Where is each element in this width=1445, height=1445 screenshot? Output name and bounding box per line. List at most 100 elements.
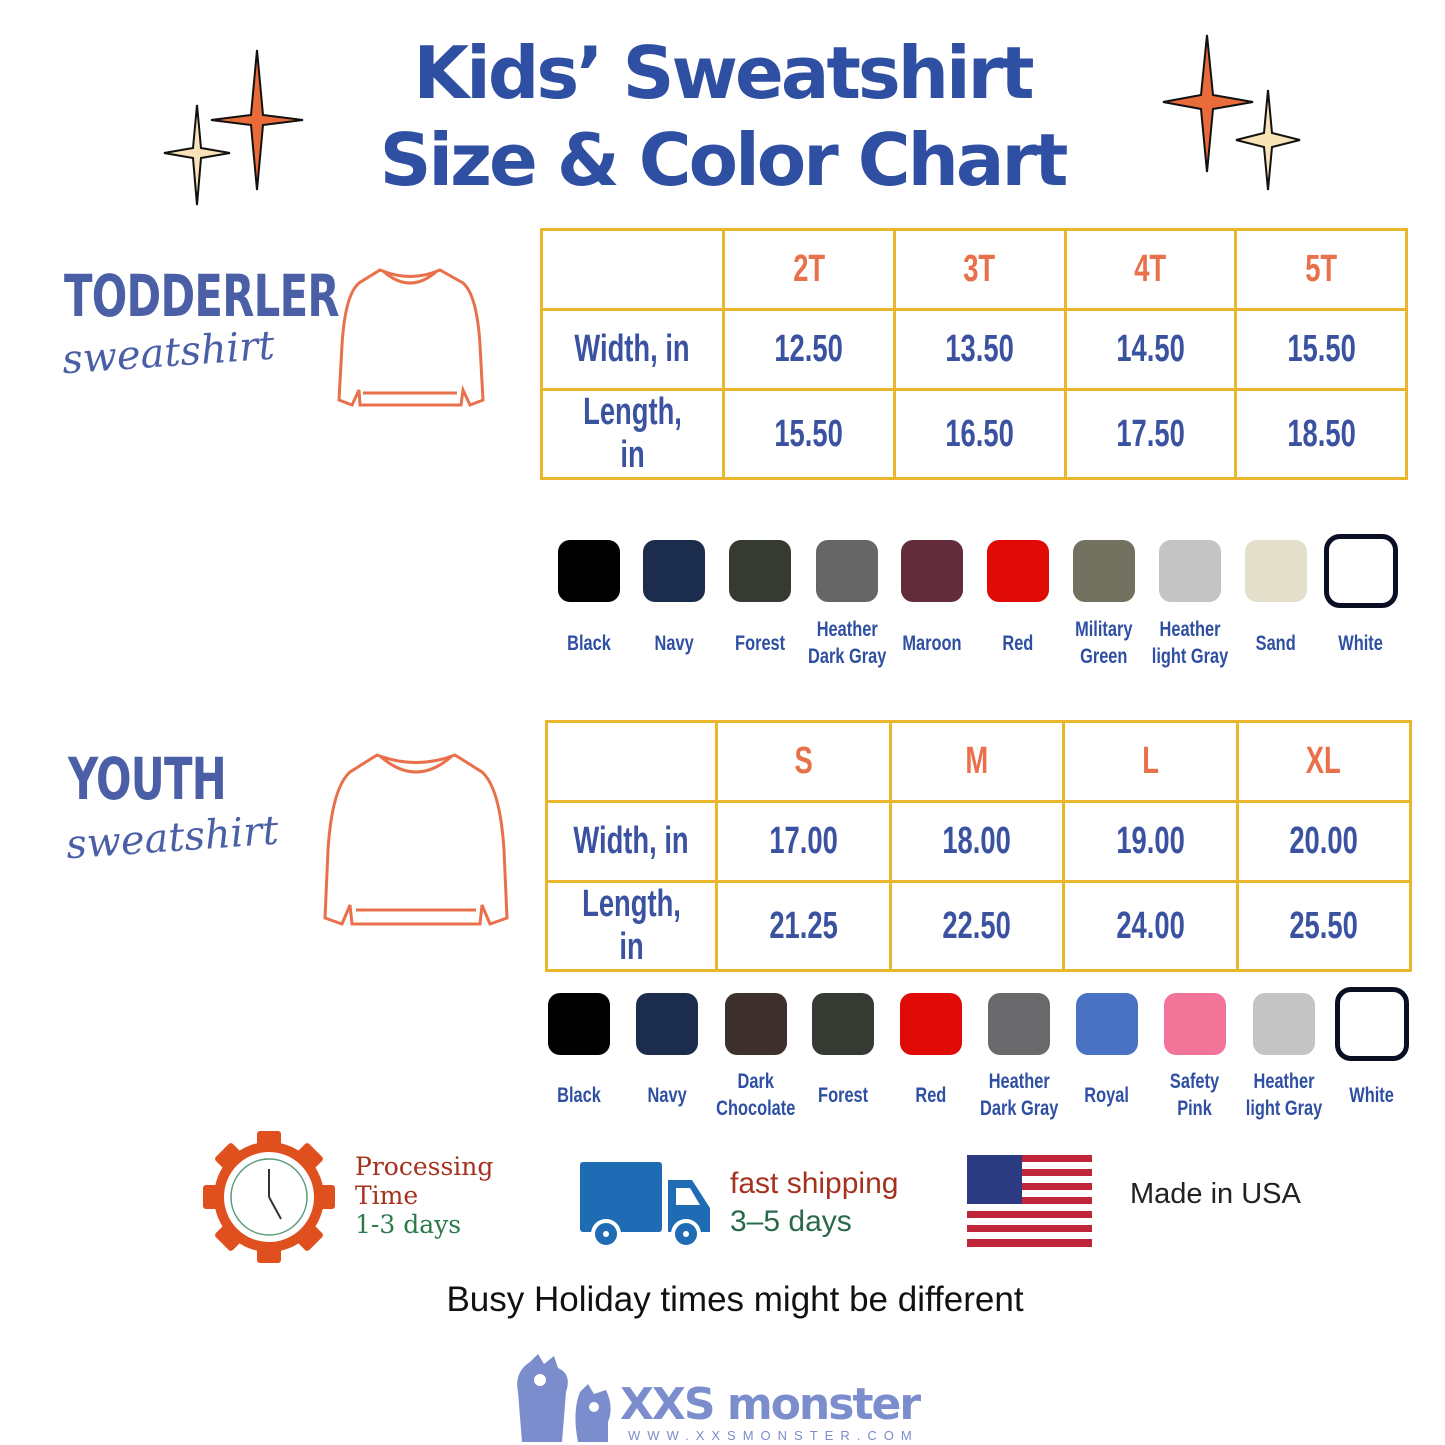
cell-text: 18.00: [942, 820, 1011, 862]
logo-url: WWW.XXSMONSTER.COM: [628, 1428, 919, 1443]
cell-text: 21.25: [769, 904, 838, 947]
color-swatch-label: Heather light Gray: [1151, 618, 1229, 668]
color-swatch-label: Red: [1002, 631, 1034, 655]
color-swatch-label: Red: [915, 1083, 947, 1107]
color-swatch-label: Dark Chocolate: [716, 1070, 796, 1120]
cell: 15.50: [1234, 308, 1408, 391]
header-cell: 4T: [1063, 228, 1238, 311]
color-swatch: [1253, 993, 1315, 1055]
cell: 18.00: [888, 800, 1065, 883]
color-swatch-label: Royal: [1084, 1083, 1130, 1107]
color-swatch: [901, 540, 963, 602]
toddler-subtitle: sweatshirt: [60, 322, 276, 384]
header-cell: S: [715, 720, 892, 803]
row-label: Width, in: [540, 308, 725, 391]
monster-logo-icon: [517, 1354, 611, 1442]
cell-text: 5T: [1305, 248, 1338, 290]
processing-days: 1-3 days: [355, 1210, 462, 1239]
shipping-days: 3–5 days: [730, 1205, 852, 1238]
cell: 16.50: [892, 388, 1067, 480]
cell-text: 15.50: [774, 412, 844, 455]
header-cell: M: [888, 720, 1065, 803]
header-cell: L: [1062, 720, 1239, 803]
cell-text: Width, in: [574, 328, 691, 370]
header-cell: [545, 720, 718, 803]
processing-label: Processing: [355, 1152, 494, 1181]
color-swatch: [987, 540, 1049, 602]
color-swatch-label: Military Green: [1075, 618, 1133, 668]
header-cell: 5T: [1234, 228, 1408, 311]
color-swatch-label: White: [1338, 631, 1384, 655]
color-swatch: [1073, 540, 1135, 602]
processing-label-2: Time: [355, 1181, 419, 1210]
gear-clock-icon: [203, 1131, 335, 1263]
cell: 14.50: [1063, 308, 1238, 391]
color-swatch: [1164, 993, 1226, 1055]
cell: 19.00: [1062, 800, 1239, 883]
cell-text: 17.00: [769, 820, 838, 862]
cell: 17.00: [715, 800, 892, 883]
cell-text: 2T: [792, 248, 825, 290]
cell-text: Length, in: [583, 391, 682, 476]
cell-text: 25.50: [1289, 904, 1358, 947]
cell-text: M: [965, 740, 989, 782]
header-cell: 2T: [722, 228, 896, 311]
color-swatch: [1324, 534, 1398, 608]
logo-name: XXS monster: [620, 1379, 921, 1430]
page-title-line2: Size & Color Chart: [379, 118, 1069, 202]
header-cell: XL: [1235, 720, 1412, 803]
cell: 25.50: [1235, 880, 1412, 972]
cell: 24.00: [1062, 880, 1239, 972]
color-swatch-label: Safety Pink: [1170, 1070, 1220, 1120]
cell-text: 17.50: [1116, 412, 1185, 455]
color-swatch-label: Heather Dark Gray: [979, 1070, 1059, 1120]
color-swatch-label: Forest: [734, 631, 786, 655]
cell: 21.25: [715, 880, 892, 972]
color-swatch-label: Navy: [647, 1083, 687, 1107]
color-swatch: [900, 993, 962, 1055]
cell: 13.50: [892, 308, 1067, 391]
color-swatch: [988, 993, 1050, 1055]
cell-text: 19.00: [1116, 820, 1185, 862]
truck-icon: [580, 1162, 710, 1248]
color-swatch: [1245, 540, 1307, 602]
cell-text: 3T: [963, 248, 996, 290]
toddler-category: TODDERLER: [64, 262, 340, 330]
color-swatch: [725, 993, 787, 1055]
cell-text: 15.50: [1286, 328, 1356, 370]
made-in-usa: Made in USA: [1130, 1178, 1301, 1210]
color-swatch: [558, 540, 620, 602]
color-swatch: [636, 993, 698, 1055]
color-swatch-label: Black: [557, 1083, 601, 1107]
youth-subtitle: sweatshirt: [64, 807, 280, 869]
youth-size-table: S M L XL Width, in 17.00 18.00 19.00 20.…: [545, 720, 1412, 972]
color-swatch-label: Heather Dark Gray: [807, 618, 887, 668]
cell-text: 16.50: [945, 412, 1014, 455]
color-swatch: [643, 540, 705, 602]
holiday-note: Busy Holiday times might be different: [446, 1280, 1024, 1319]
cell-text: 12.50: [774, 328, 844, 370]
color-swatch: [1076, 993, 1138, 1055]
color-swatch: [1335, 987, 1409, 1061]
cell-text: 20.00: [1289, 820, 1358, 862]
cell-text: 22.50: [942, 904, 1011, 947]
cell: 22.50: [888, 880, 1065, 972]
toddler-size-table: 2T 3T 4T 5T Width, in 12.50 13.50 14.50 …: [540, 228, 1408, 480]
page-title-line1: Kids’ Sweatshirt: [413, 31, 1034, 115]
color-swatch-label: Black: [567, 631, 611, 655]
sweatshirt-icon: [323, 753, 509, 926]
sweatshirt-icon: [337, 268, 485, 407]
row-label: Width, in: [545, 800, 718, 883]
cell-text: 14.50: [1116, 328, 1185, 370]
color-swatch-label: Heather light Gray: [1245, 1070, 1323, 1120]
cell: 12.50: [722, 308, 896, 391]
cell: 18.50: [1234, 388, 1408, 480]
color-swatch-label: Navy: [654, 631, 694, 655]
color-swatch: [816, 540, 878, 602]
color-swatch: [1159, 540, 1221, 602]
cell-text: Length, in: [582, 883, 681, 968]
shipping-info: fast shipping 3–5 days: [730, 1165, 898, 1241]
cell-text: 24.00: [1116, 904, 1185, 947]
color-swatch: [729, 540, 791, 602]
color-swatch-label: Forest: [817, 1083, 869, 1107]
